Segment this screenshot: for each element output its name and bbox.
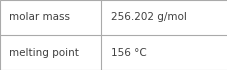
Text: molar mass: molar mass [9, 13, 70, 22]
Text: 156 °C: 156 °C [110, 48, 146, 57]
Text: 256.202 g/mol: 256.202 g/mol [110, 13, 186, 22]
Text: melting point: melting point [9, 48, 79, 57]
